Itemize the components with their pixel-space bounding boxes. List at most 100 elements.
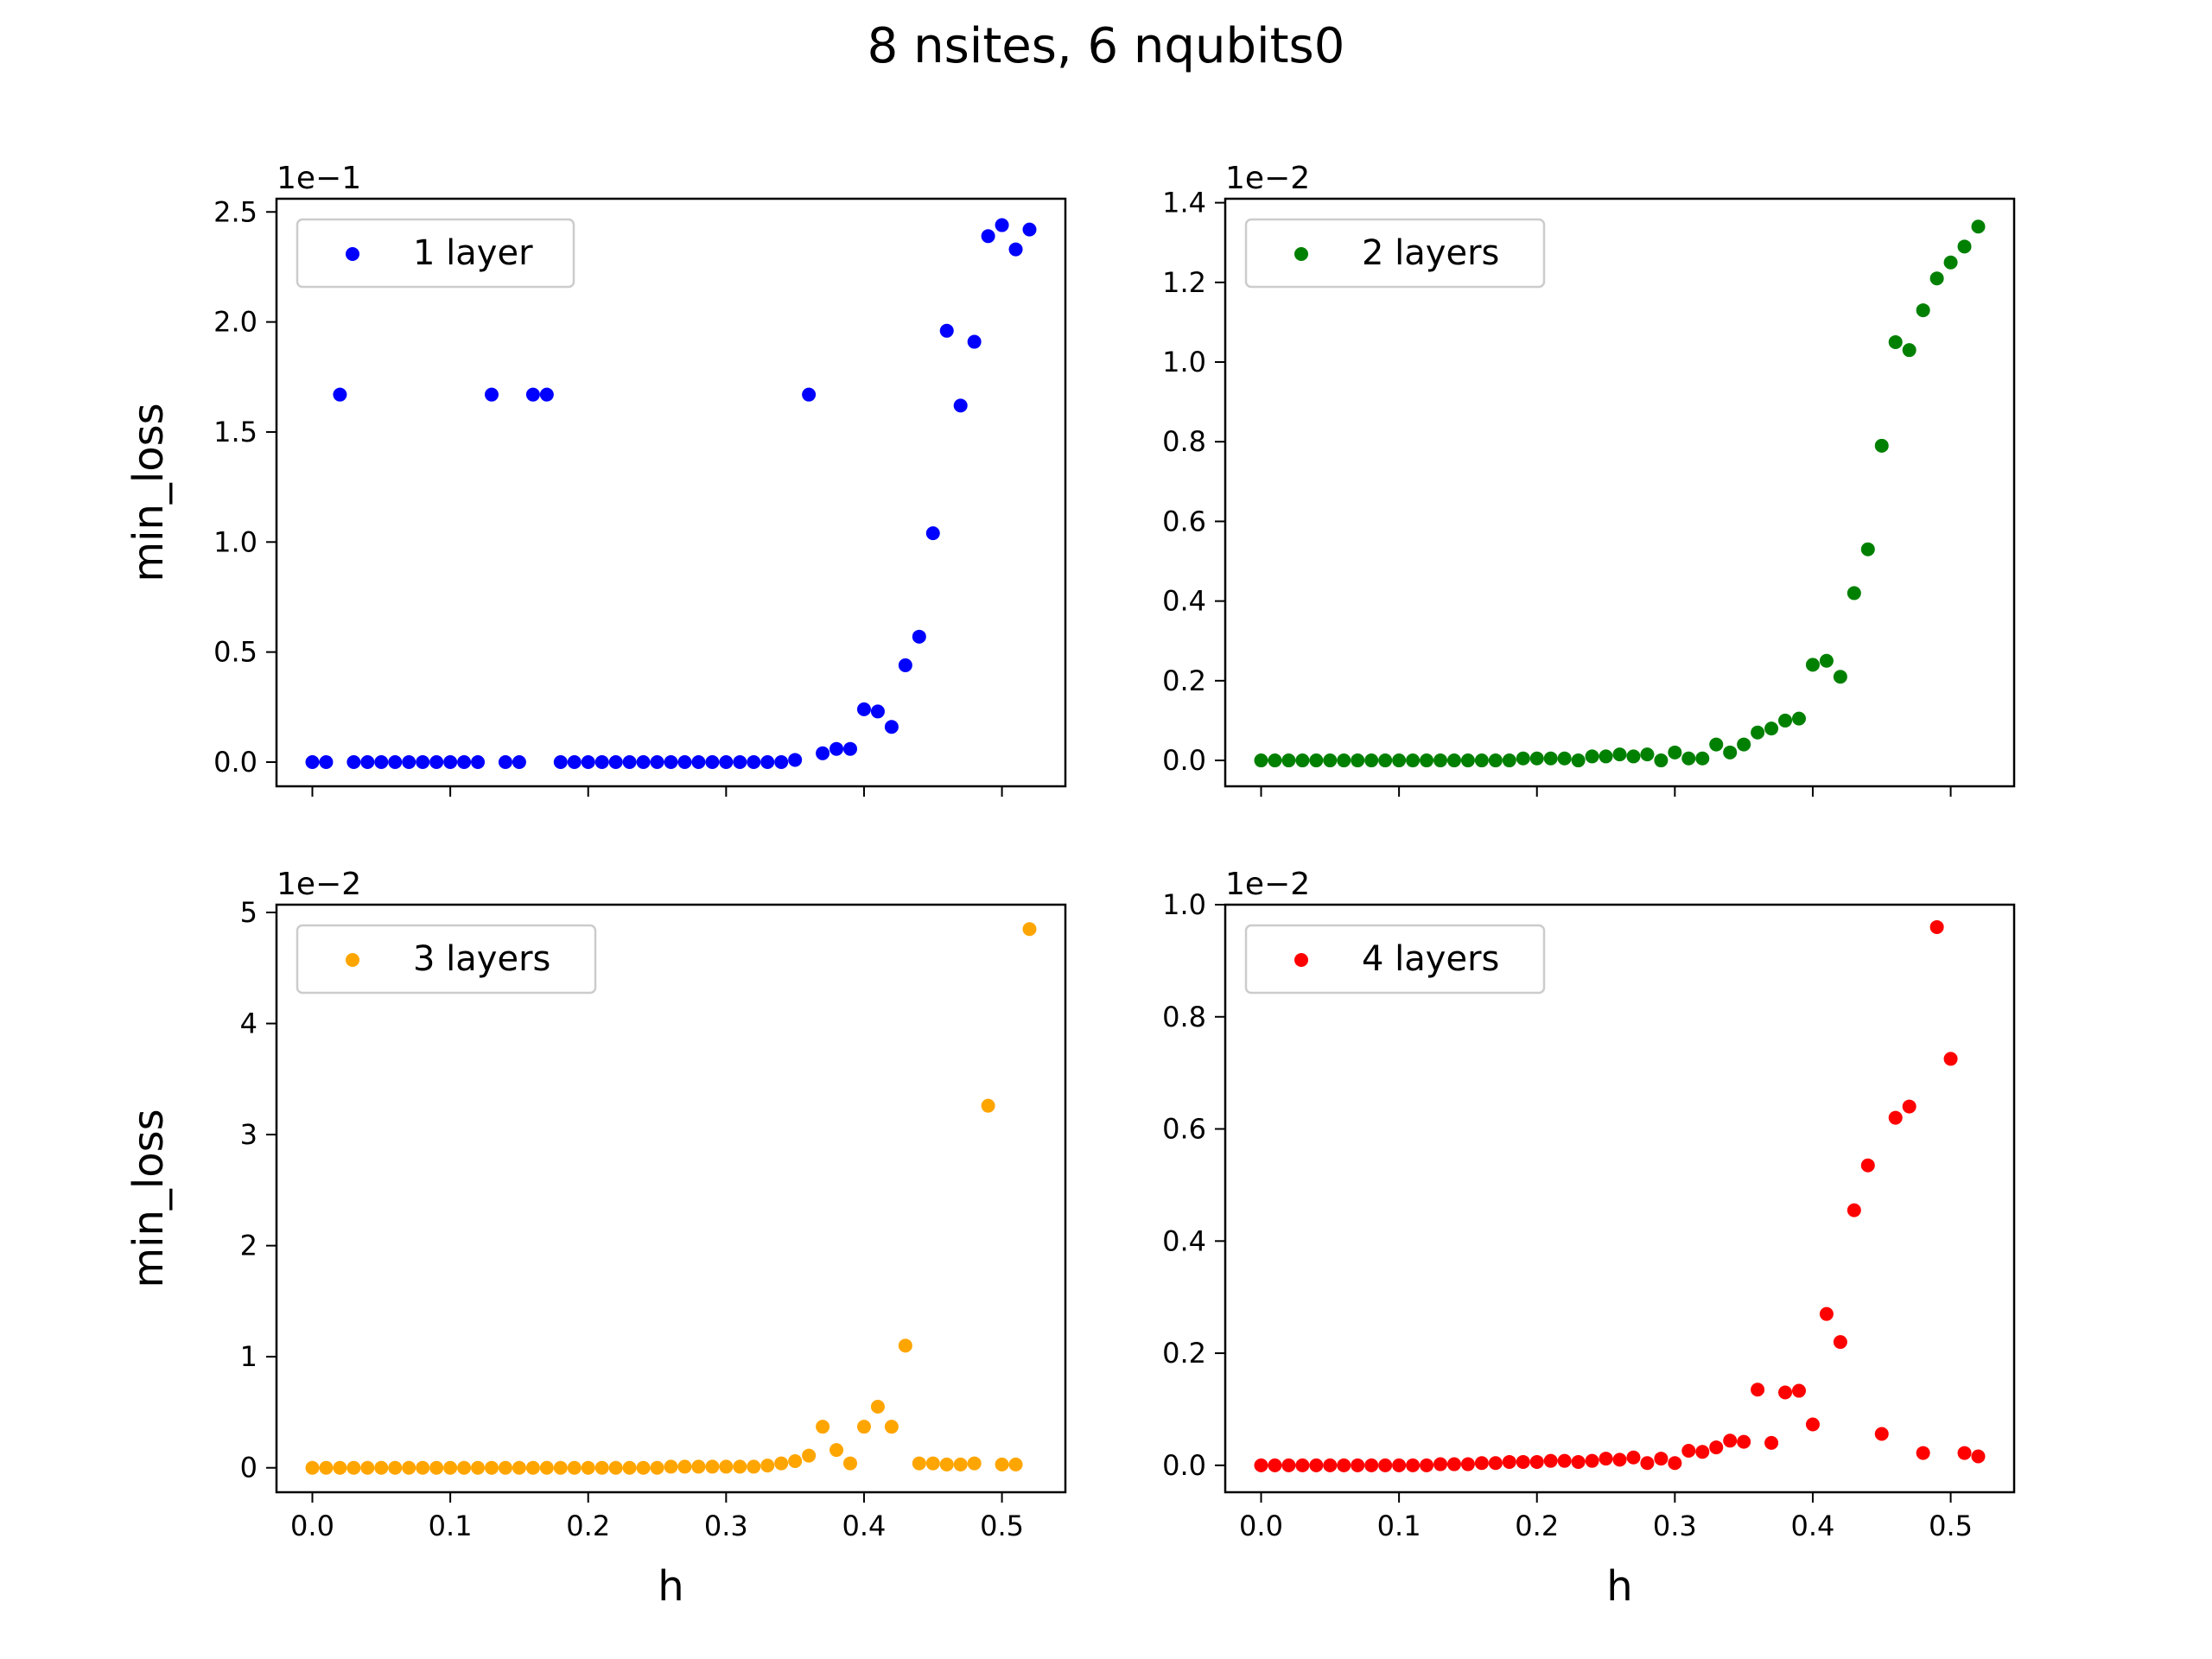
y-tick-label: 0.6 — [1162, 1113, 1206, 1146]
data-point — [1488, 753, 1503, 768]
axes-frame — [1224, 197, 2016, 788]
data-point — [830, 741, 844, 756]
data-point — [1337, 753, 1351, 768]
data-point — [1751, 725, 1765, 740]
data-point — [1543, 1453, 1558, 1468]
y-tick-label: 1.4 — [1162, 187, 1206, 219]
data-point — [802, 387, 817, 402]
data-point — [1971, 1449, 1986, 1464]
data-point — [1833, 1335, 1847, 1350]
data-point — [650, 1460, 664, 1475]
data-point — [1420, 1458, 1434, 1472]
data-point — [760, 754, 775, 769]
data-point — [774, 1456, 789, 1471]
y-multiplier-label: 1e−2 — [1225, 867, 1310, 902]
data-point — [1971, 219, 1986, 234]
data-point — [333, 387, 347, 402]
data-point — [485, 387, 499, 402]
data-point — [1805, 1417, 1820, 1432]
data-point — [664, 1459, 678, 1474]
data-point — [319, 754, 334, 769]
y-axis-label: min_loss — [124, 403, 173, 582]
data-point — [981, 229, 995, 244]
data-point — [1668, 1456, 1682, 1471]
data-point — [1309, 753, 1324, 768]
data-point — [967, 334, 982, 349]
data-point — [1709, 1440, 1724, 1455]
data-point — [498, 1460, 512, 1475]
data-point — [939, 323, 954, 338]
data-point — [1847, 586, 1861, 601]
data-point — [1323, 753, 1338, 768]
data-point — [788, 1454, 803, 1469]
data-point — [1557, 751, 1572, 766]
y-tick-label: 0.8 — [1162, 1001, 1206, 1033]
data-point — [512, 1460, 526, 1475]
x-axis-label: h — [1606, 1562, 1632, 1611]
data-point — [1654, 753, 1669, 768]
data-point — [719, 1459, 734, 1474]
x-tick-label: 0.1 — [1377, 1510, 1421, 1542]
data-point — [747, 1459, 761, 1474]
data-point — [1008, 1457, 1023, 1471]
data-point — [553, 754, 568, 769]
data-point — [1916, 1446, 1930, 1460]
data-point — [1929, 919, 1944, 934]
subplot-top-left: 0.0 0.5 1.0 1.5 2.0 2.5 1e−1 min_loss 1 layer — [124, 161, 1067, 797]
data-point — [1888, 334, 1903, 349]
legend-box — [1244, 924, 1546, 995]
data-point — [512, 754, 526, 769]
data-point — [636, 1460, 651, 1475]
data-point — [1585, 1453, 1599, 1468]
data-point — [1022, 922, 1037, 937]
data-point — [1612, 747, 1627, 762]
data-point — [802, 1448, 817, 1463]
x-tick-label: 0.2 — [1515, 1510, 1559, 1542]
data-point — [1295, 1458, 1310, 1472]
data-point — [1709, 737, 1724, 752]
data-point — [719, 754, 734, 769]
data-point — [622, 1460, 637, 1475]
data-point — [1943, 255, 1958, 270]
data-point — [416, 1460, 430, 1475]
data-point — [567, 1460, 582, 1475]
data-point — [360, 754, 375, 769]
data-point — [1433, 1457, 1447, 1471]
data-point — [1860, 1158, 1875, 1173]
data-point — [677, 754, 692, 769]
x-tick-label: 0.5 — [980, 1510, 1024, 1542]
data-point — [677, 1459, 692, 1474]
data-point — [1902, 343, 1916, 358]
data-point — [898, 1338, 912, 1353]
data-point — [1529, 751, 1544, 766]
data-point — [774, 754, 789, 769]
data-point — [1378, 753, 1393, 768]
x-tick-label: 0.3 — [704, 1510, 748, 1542]
data-point — [884, 720, 899, 734]
x-tick-label: 0.2 — [566, 1510, 610, 1542]
data-point — [539, 387, 554, 402]
data-point — [925, 526, 940, 541]
data-point — [1874, 1427, 1889, 1441]
data-point — [498, 754, 512, 769]
data-point — [1502, 753, 1516, 768]
data-point — [925, 1456, 940, 1471]
data-point — [733, 754, 747, 769]
data-point — [1474, 753, 1489, 768]
y-tick-label: 2.0 — [213, 306, 257, 339]
data-point — [1433, 753, 1447, 768]
data-point — [664, 754, 678, 769]
data-point — [1764, 721, 1779, 736]
data-point — [1599, 1452, 1613, 1466]
y-tick-label: 0.2 — [1162, 664, 1206, 697]
data-point — [608, 1460, 623, 1475]
legend-label: 2 layers — [1362, 233, 1499, 273]
data-point — [1392, 1458, 1407, 1472]
data-point — [691, 1459, 706, 1474]
data-point — [816, 1420, 830, 1434]
data-point — [953, 1457, 968, 1471]
y-multiplier-label: 1e−1 — [276, 161, 361, 196]
data-point — [581, 1460, 595, 1475]
data-point — [1281, 1458, 1296, 1472]
data-point — [1378, 1458, 1393, 1472]
